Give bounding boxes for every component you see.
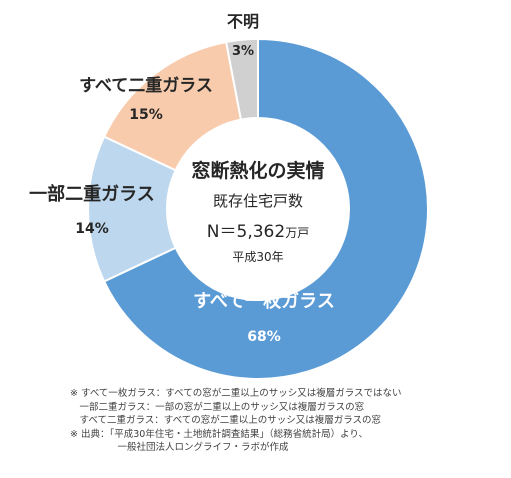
footnote-line: 一般社団法人ロングライフ・ラボが作成 bbox=[70, 442, 289, 454]
footnote-line: 一部二重ガラス：一部の窓が二重以上のサッシ又は複層ガラスの窓 bbox=[70, 401, 365, 413]
slice-label: 不明 bbox=[227, 12, 259, 31]
footnotes: ※ すべて一枚ガラス：すべての窓が二重以上のサッシ又は複層ガラスではない 一部二… bbox=[70, 387, 500, 455]
slice-value-label: 14% bbox=[75, 221, 109, 237]
slice-value-label: 68% bbox=[247, 329, 281, 345]
footnote-line: ※ 出典：「平成30年住宅・土地統計調査結果」（総務省統計局）より、 bbox=[70, 428, 368, 440]
slice-label: 一部二重ガラス bbox=[29, 183, 155, 205]
center-year: 平成30年 bbox=[232, 250, 283, 264]
donut-slice bbox=[224, 37, 259, 121]
center-total-value: N＝5,362 bbox=[207, 222, 285, 242]
donut-slice bbox=[102, 37, 429, 380]
slice-label: すべて二重ガラス bbox=[79, 75, 213, 96]
center-total: N＝5,362万戸 bbox=[207, 222, 309, 242]
center-total-unit: 万戸 bbox=[285, 226, 309, 240]
center-subtitle: 既存住宅戸数 bbox=[213, 192, 303, 210]
footnote-line: すべて二重ガラス：すべての窓が二重以上のサッシ又は複層ガラスの窓 bbox=[70, 415, 382, 427]
footnote-line: ※ すべて一枚ガラス：すべての窓が二重以上のサッシ又は複層ガラスではない bbox=[70, 388, 402, 399]
slice-value-label: 3% bbox=[232, 44, 254, 59]
slice-label: すべて一枚ガラス bbox=[193, 290, 335, 312]
center-title: 窓断熱化の実情 bbox=[191, 159, 324, 182]
slice-value-label: 15% bbox=[129, 107, 163, 123]
